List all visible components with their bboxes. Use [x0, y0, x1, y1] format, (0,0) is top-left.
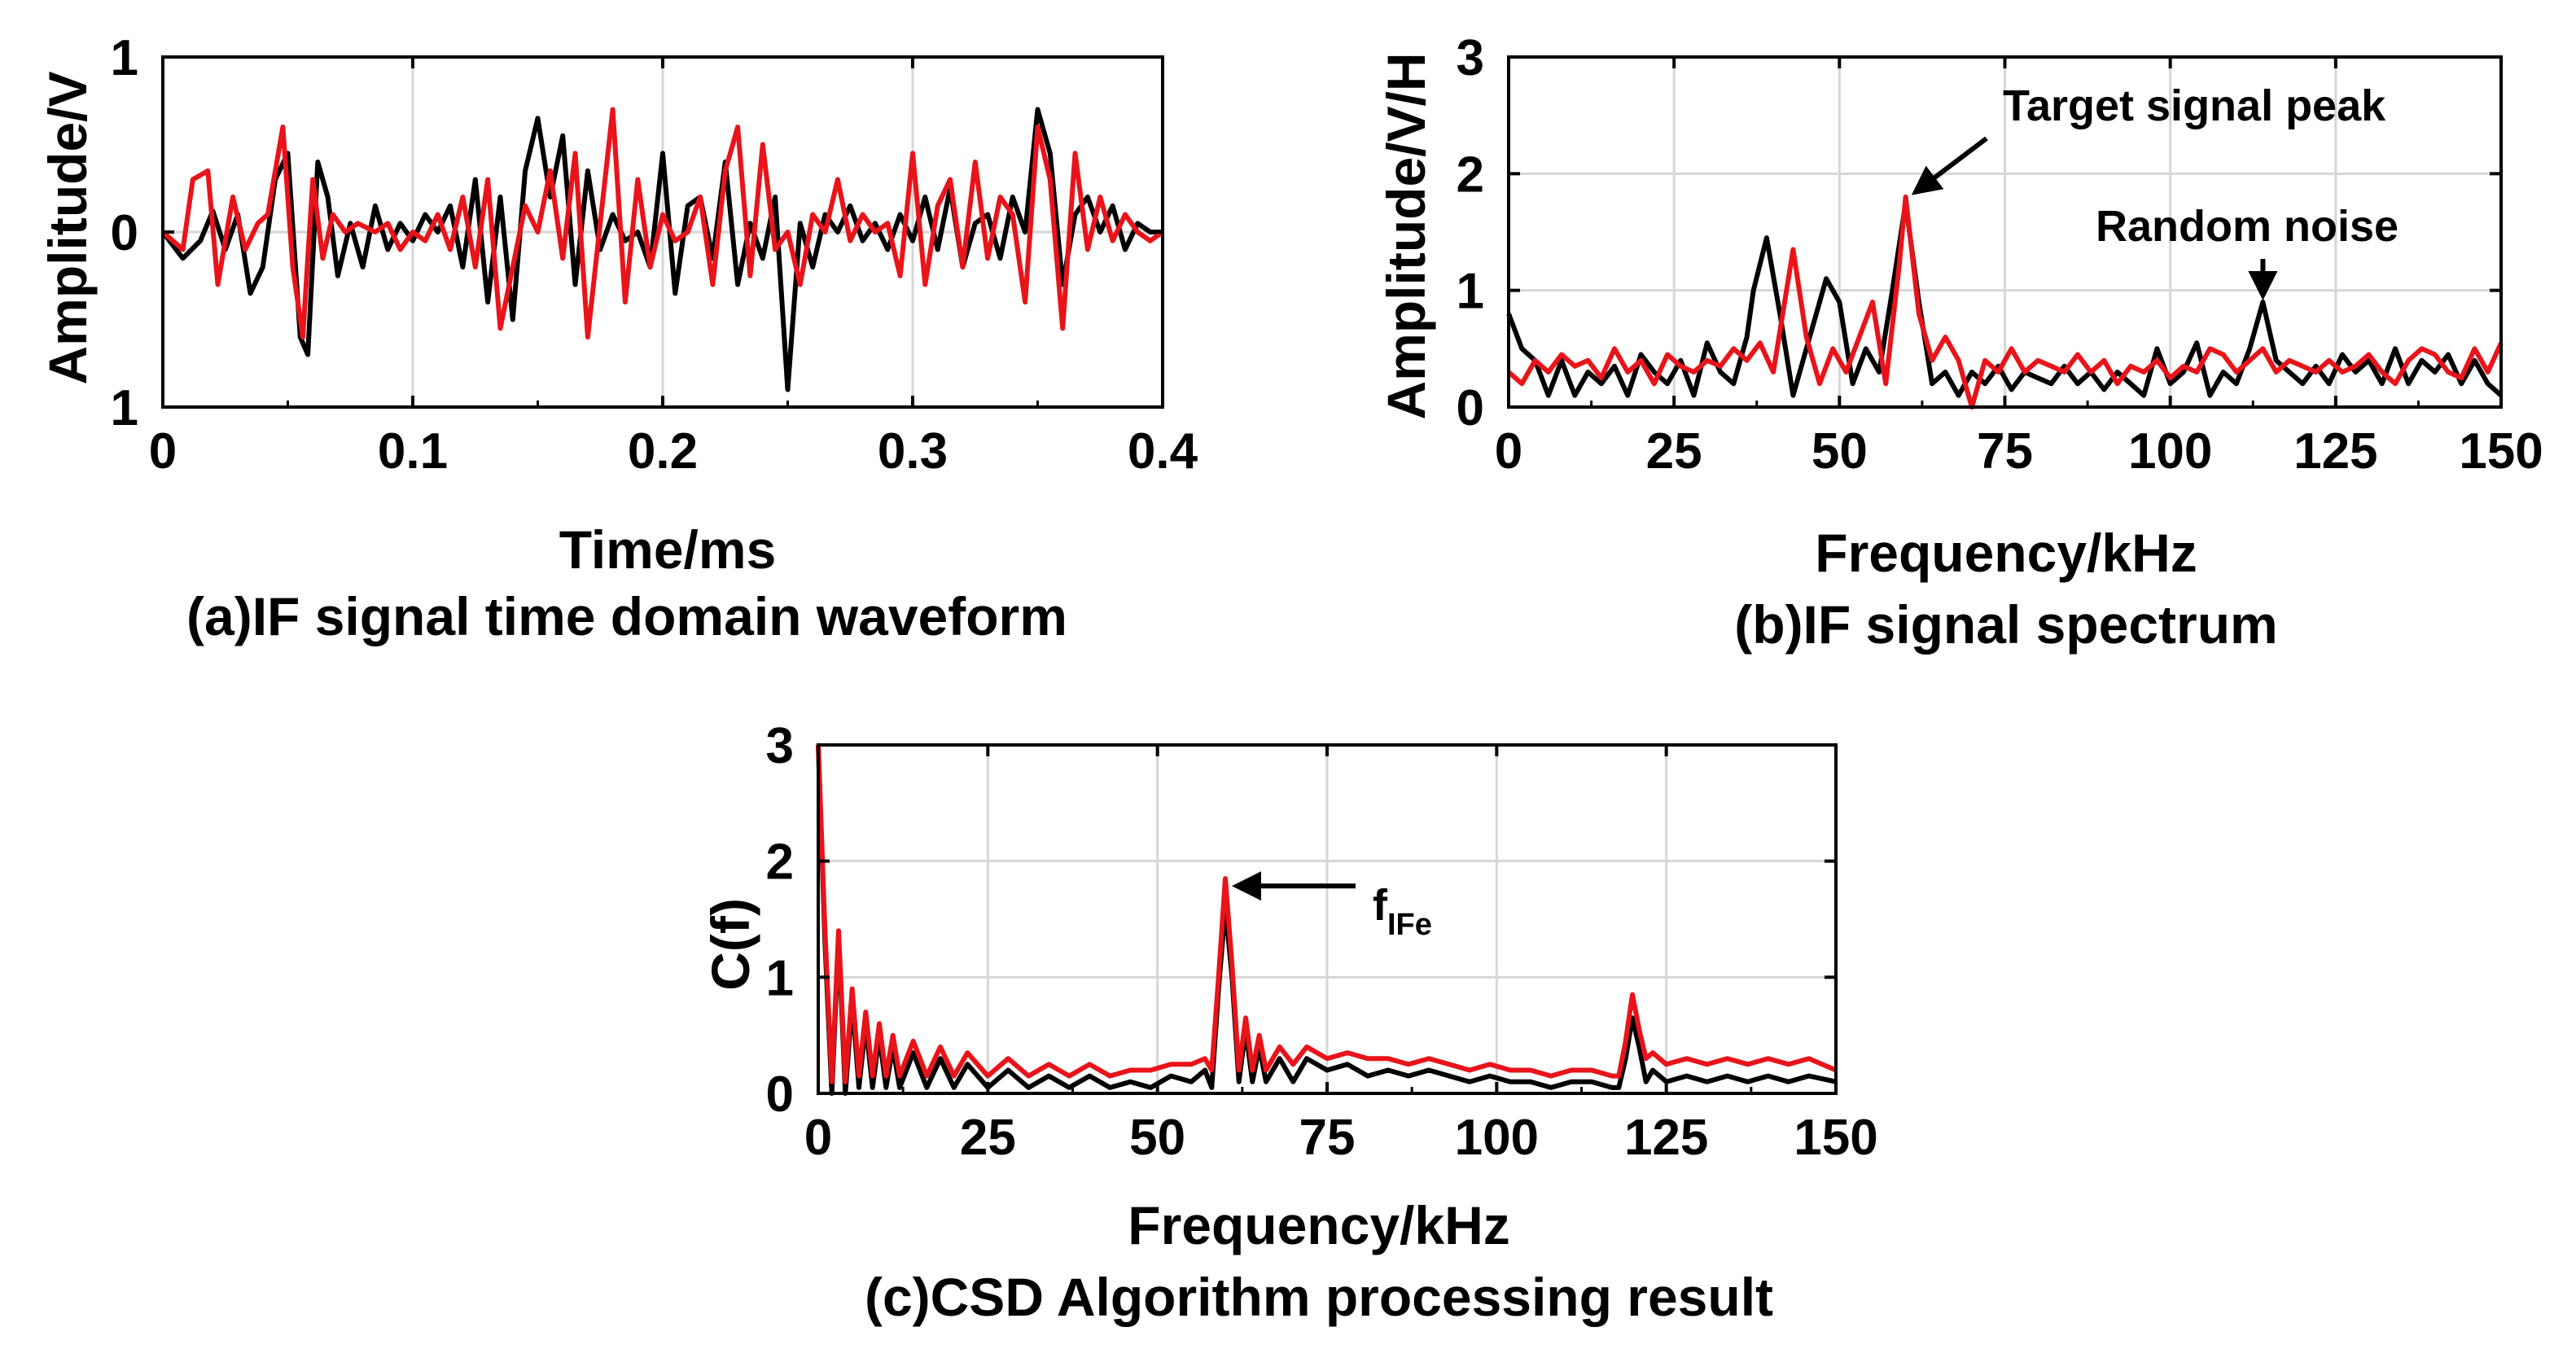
- panel-b-xlabel: Frequency/kHz: [1815, 523, 2197, 583]
- panel-c-xtick-label: 25: [960, 1110, 1016, 1166]
- panel-b-xtick-label: 100: [2128, 423, 2212, 480]
- panel-a-ylabel: Amplitude/V: [37, 71, 98, 384]
- panel-b-ytick-label: 2: [1457, 147, 1484, 203]
- panel-a-xlabel: Time/ms: [559, 519, 777, 580]
- panel-a-series-red: [161, 107, 1164, 339]
- panel-b-caption: (b)IF signal spectrum: [1734, 594, 2277, 655]
- panel-b-ytick-label: 0: [1457, 380, 1484, 436]
- panel-a-xtick-label: 0: [149, 423, 177, 480]
- panel-c-xtick-label: 0: [804, 1110, 832, 1166]
- annotation-fife-subscript: IFe: [1387, 908, 1432, 942]
- panel-a-ytick-label: 1: [111, 30, 138, 86]
- panel-c-caption: (c)CSD Algorithm processing result: [865, 1267, 1773, 1327]
- panel-c-ylabel: C(f): [700, 898, 760, 991]
- panel-b-xtick-label: 125: [2293, 423, 2377, 480]
- annotation-target-signal-peak: Target signal peak: [2003, 81, 2386, 130]
- panel-c-csd-result: C(f) Frequency/kHz (c)CSD Algorithm proc…: [700, 718, 1878, 1327]
- panel-b-ylabel: Amplitude/V/H: [1376, 52, 1436, 419]
- panel-a-time-domain: Amplitude/V Time/ms (a)IF signal time do…: [37, 30, 1198, 646]
- panel-c-xlabel: Frequency/kHz: [1128, 1195, 1509, 1255]
- panel-a-xtick-label: 0.3: [878, 423, 948, 480]
- panel-c-ytick-label: 0: [766, 1067, 794, 1123]
- panel-c-ytick-label: 2: [766, 834, 794, 891]
- panel-c-xtick-label: 100: [1455, 1110, 1539, 1166]
- panel-b-series-black: [1506, 200, 2503, 398]
- panel-a-xtick-label: 0.1: [378, 423, 448, 480]
- panel-b-spectrum: Amplitude/V/H Frequency/kHz (b)IF signal…: [1376, 30, 2543, 655]
- annotation-arrow-target: [1911, 136, 1988, 195]
- panel-a-xtick-label: 0.4: [1128, 423, 1198, 480]
- annotation-fife: fIFe: [1373, 881, 1432, 942]
- panel-c-xtick-label: 75: [1299, 1110, 1356, 1166]
- annotation-fife-main: f: [1373, 881, 1388, 930]
- panel-a-ytick-label: 1: [111, 380, 138, 436]
- panel-c-series-red: [816, 744, 1838, 1084]
- panel-a-ytick-label: 0: [111, 205, 138, 261]
- panel-b-ytick-label: 3: [1457, 30, 1484, 86]
- panel-c-xtick-label: 50: [1129, 1110, 1185, 1166]
- panel-b-xtick-label: 150: [2459, 423, 2543, 480]
- annotation-random-noise: Random noise: [2096, 202, 2399, 251]
- panel-a-caption: (a)IF signal time domain waveform: [186, 586, 1067, 646]
- panel-b-xtick-label: 75: [1977, 423, 2033, 480]
- panel-b-xtick-label: 50: [1812, 423, 1868, 480]
- panel-b-series-red: [1507, 195, 2504, 410]
- panel-c-ytick-label: 1: [766, 950, 794, 1006]
- panel-a-xtick-label: 0.2: [628, 423, 698, 480]
- panel-b-ytick-label: 1: [1457, 264, 1484, 320]
- panel-b-xtick-label: 25: [1646, 423, 1702, 480]
- panel-b-xtick-label: 0: [1495, 423, 1522, 480]
- panel-c-ytick-label: 3: [766, 718, 794, 774]
- panel-c-xtick-label: 125: [1624, 1110, 1708, 1166]
- panel-c-xtick-label: 150: [1794, 1110, 1877, 1166]
